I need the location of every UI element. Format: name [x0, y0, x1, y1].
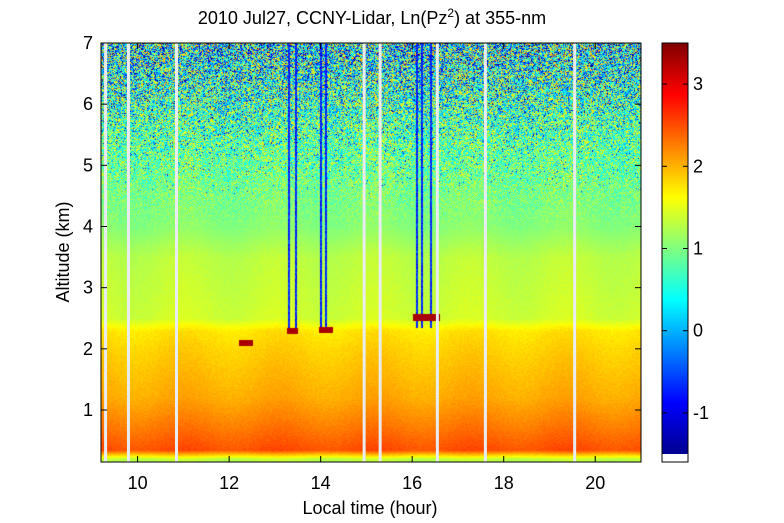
x-tick-label: 10: [128, 473, 148, 493]
y-tick-label: 2: [83, 339, 93, 359]
colorbar: -1 0 1 2 3: [661, 42, 709, 463]
y-axis-label: Altitude (km): [53, 201, 73, 302]
colorbar-ticks: -1 0 1 2 3: [662, 74, 709, 423]
colorbar-tick-label: 3: [693, 74, 703, 94]
y-axis: 1 2 3 4 5 6 7: [83, 33, 641, 420]
x-tick-label: 20: [585, 473, 605, 493]
data-gap-7: [573, 43, 577, 462]
data-gap-3: [362, 43, 366, 462]
colorbar-tick-label: 2: [693, 156, 703, 176]
chart-title: 2010 Jul27, CCNY-Lidar, Ln(Pz2) at 355-n…: [198, 6, 546, 28]
y-tick-label: 1: [83, 400, 93, 420]
data-gaps: [104, 43, 577, 462]
x-tick-label: 18: [494, 473, 514, 493]
x-axis-label: Local time (hour): [302, 498, 437, 518]
y-tick-label: 4: [83, 217, 93, 237]
y-tick-label: 6: [83, 94, 93, 114]
colorbar-frame: [661, 42, 689, 463]
x-tick-label: 16: [402, 473, 422, 493]
y-tick-label: 3: [83, 278, 93, 298]
colorbar-tick-label: -1: [693, 403, 709, 423]
data-gap-5: [435, 43, 439, 462]
y-tick-label: 7: [83, 33, 93, 53]
plot-frame: [100, 42, 642, 463]
x-tick-label: 12: [219, 473, 239, 493]
data-gap-0: [104, 43, 108, 462]
data-gap-6: [483, 43, 487, 462]
colorbar-tick-label: 0: [693, 321, 703, 341]
x-axis: 10 12 14 16 18 20: [128, 43, 605, 493]
colorbar-empty-band: [662, 454, 688, 462]
colorbar-tick-label: 1: [693, 239, 703, 259]
data-gap-2: [175, 43, 179, 462]
heatmap-image: [101, 43, 641, 462]
data-gap-4: [378, 43, 382, 462]
y-tick-label: 5: [83, 155, 93, 175]
data-gap-1: [126, 43, 130, 462]
x-tick-label: 14: [311, 473, 331, 493]
